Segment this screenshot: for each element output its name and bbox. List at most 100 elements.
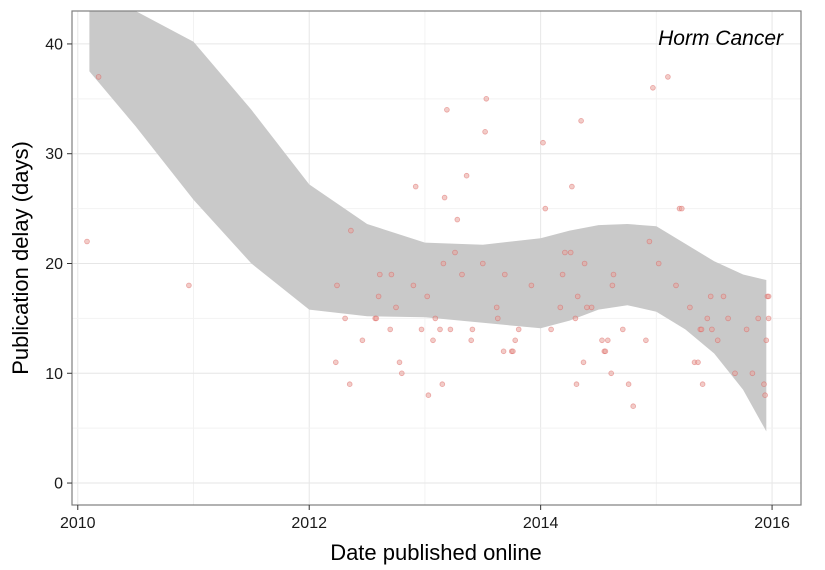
data-point xyxy=(687,304,693,311)
data-points xyxy=(84,74,772,410)
data-point xyxy=(412,183,419,190)
data-point xyxy=(440,260,447,267)
confidence-band xyxy=(89,11,767,432)
y-tick-label: 20 xyxy=(45,256,63,273)
data-point xyxy=(673,282,679,289)
plot-border xyxy=(71,10,802,506)
data-point xyxy=(342,315,348,322)
data-point xyxy=(482,129,488,135)
data-point xyxy=(439,381,446,388)
data-point xyxy=(398,370,405,377)
data-point xyxy=(469,326,476,333)
data-point xyxy=(599,337,605,344)
data-point xyxy=(483,96,490,102)
data-point xyxy=(763,337,770,344)
data-point xyxy=(567,249,574,256)
data-point xyxy=(375,293,382,300)
data-point xyxy=(542,205,549,212)
data-point xyxy=(528,282,535,289)
data-point xyxy=(501,271,508,278)
axis-ticks xyxy=(67,43,773,510)
data-point xyxy=(572,315,579,322)
x-axis-title: Date published online xyxy=(330,540,542,565)
data-point xyxy=(512,337,518,344)
data-point xyxy=(437,326,443,333)
data-point xyxy=(761,381,767,388)
data-point xyxy=(562,249,568,256)
data-point xyxy=(704,315,711,322)
data-point xyxy=(619,326,626,333)
data-point xyxy=(393,304,399,311)
data-point xyxy=(418,326,425,333)
data-point xyxy=(494,315,501,322)
x-tick-label: 2016 xyxy=(754,515,790,532)
data-point xyxy=(581,260,588,267)
data-point xyxy=(602,348,609,355)
data-point xyxy=(650,85,656,91)
y-tick-label: 30 xyxy=(45,146,63,163)
data-point xyxy=(348,227,354,234)
y-axis-title: Publication delay (days) xyxy=(8,141,33,375)
data-point xyxy=(574,293,581,300)
data-point xyxy=(444,107,450,113)
data-point xyxy=(646,238,653,245)
data-point xyxy=(625,381,632,388)
data-point xyxy=(557,304,564,311)
annotation-label: Horm Cancer xyxy=(658,27,784,50)
data-point xyxy=(765,293,772,300)
data-point xyxy=(578,118,584,124)
data-point xyxy=(762,392,768,399)
data-point xyxy=(468,337,475,344)
y-tick-label: 0 xyxy=(54,476,63,493)
data-point xyxy=(515,326,522,333)
data-point xyxy=(376,271,383,278)
data-point xyxy=(447,326,454,333)
data-point xyxy=(630,403,636,410)
data-point xyxy=(569,183,575,190)
smoothing-band xyxy=(89,11,767,432)
x-tick-label: 2010 xyxy=(60,515,96,532)
y-tick-labels: 0 10 20 30 40 xyxy=(45,36,63,492)
data-point xyxy=(332,359,339,366)
data-point xyxy=(743,326,750,333)
data-point xyxy=(665,74,671,80)
data-point xyxy=(699,381,706,388)
data-point xyxy=(396,359,403,366)
y-tick-label: 40 xyxy=(45,36,63,53)
data-point xyxy=(707,293,714,300)
data-point xyxy=(655,260,662,267)
data-point xyxy=(479,260,486,267)
data-point xyxy=(698,326,705,333)
data-point xyxy=(604,337,611,344)
data-point xyxy=(441,194,448,201)
data-point xyxy=(186,282,192,289)
data-point xyxy=(463,172,470,179)
data-point xyxy=(95,74,102,80)
data-point xyxy=(608,370,614,377)
data-point xyxy=(548,326,554,333)
x-tick-label: 2012 xyxy=(291,515,327,532)
data-point xyxy=(346,381,353,388)
x-tick-label: 2014 xyxy=(523,515,559,532)
data-point xyxy=(584,304,590,311)
data-point xyxy=(580,359,587,366)
data-point xyxy=(373,315,380,322)
data-point xyxy=(388,271,395,278)
data-point xyxy=(695,359,701,366)
data-point xyxy=(732,370,738,377)
data-point xyxy=(500,348,507,355)
data-point xyxy=(755,315,761,322)
data-point xyxy=(430,337,436,344)
data-point xyxy=(387,326,394,333)
data-point xyxy=(573,381,580,388)
data-point xyxy=(424,293,431,300)
data-point xyxy=(678,205,685,212)
data-point xyxy=(559,271,566,278)
data-point xyxy=(359,337,366,344)
data-point xyxy=(410,282,417,289)
data-point xyxy=(749,370,756,377)
y-tick-label: 10 xyxy=(45,366,63,383)
data-point xyxy=(452,249,458,256)
data-point xyxy=(609,282,616,289)
